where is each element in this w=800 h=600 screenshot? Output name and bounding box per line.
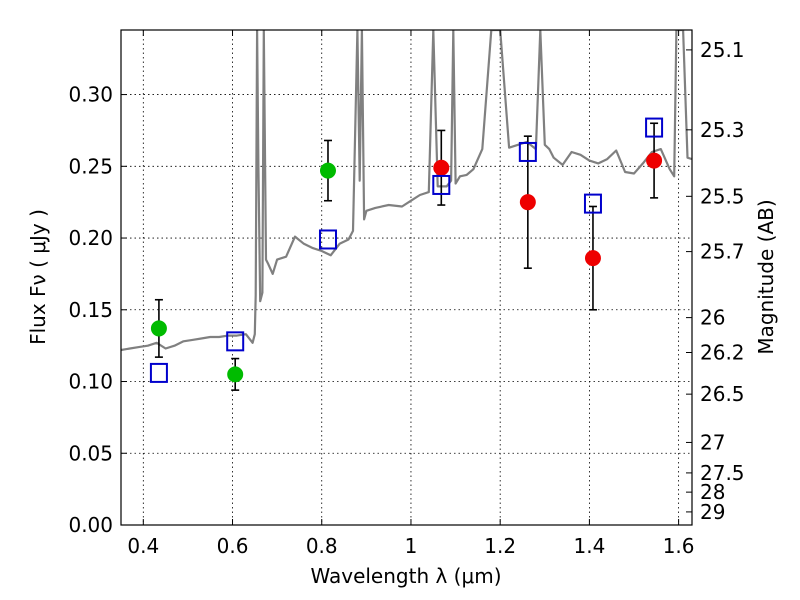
model-square-point xyxy=(518,141,537,162)
grid xyxy=(121,30,692,526)
red-data-point xyxy=(584,250,601,267)
plot-frame xyxy=(120,29,693,526)
axis-ticks: 0.4 0.6 0.8 1 1.2 1.4 1.6 0.00 0.05 0.10 0.15 0.20 0… xyxy=(68,30,745,558)
model-square-point xyxy=(583,193,602,214)
red-data-point xyxy=(646,152,663,169)
magnitude-tick-label: 25.1 xyxy=(700,38,745,62)
y-tick-label: 0.10 xyxy=(68,370,113,394)
magnitude-tick-label: 27 xyxy=(700,430,725,454)
magnitude-tick-label: 28 xyxy=(700,480,725,504)
green-data-point xyxy=(319,162,336,179)
x-axis-label: Wavelength λ (μm) xyxy=(310,564,501,588)
x-tick-label: 1.2 xyxy=(484,534,516,558)
magnitude-axis-label: Magnitude (AB) xyxy=(754,199,778,354)
plot-area xyxy=(121,30,692,525)
red-data-point xyxy=(519,194,536,211)
red-data-point xyxy=(433,159,450,176)
y-tick-label: 0.15 xyxy=(68,298,113,322)
y-tick-label: 0.00 xyxy=(68,513,113,537)
magnitude-tick-label: 26.2 xyxy=(700,341,745,365)
y-axis-label: Flux Fν ( μJy ) xyxy=(26,209,50,345)
x-tick-label: 0.4 xyxy=(127,534,159,558)
y-tick-label: 0.25 xyxy=(68,154,113,178)
x-tick-label: 0.6 xyxy=(217,534,249,558)
green-data-point xyxy=(150,320,167,337)
magnitude-tick-label: 25.3 xyxy=(700,118,745,142)
magnitude-tick-label: 25.5 xyxy=(700,184,745,208)
model-spectrum-line xyxy=(121,30,692,352)
magnitude-tick-label: 26.5 xyxy=(700,382,745,406)
x-tick-label: 0.8 xyxy=(306,534,338,558)
x-tick-label: 1.6 xyxy=(663,534,695,558)
y-tick-label: 0.20 xyxy=(68,226,113,250)
green-data-point xyxy=(227,366,244,383)
magnitude-tick-label: 25.7 xyxy=(700,240,745,264)
model-square-point xyxy=(226,331,245,352)
model-square-point xyxy=(432,174,451,195)
x-tick-label: 1.4 xyxy=(573,534,605,558)
y-tick-label: 0.30 xyxy=(68,83,113,107)
spectrum-layer xyxy=(121,30,692,352)
magnitude-tick-label: 29 xyxy=(700,500,725,524)
x-tick-label: 1 xyxy=(405,534,418,558)
model-square-point xyxy=(149,362,168,383)
data-points-layer xyxy=(149,117,664,391)
y-tick-label: 0.05 xyxy=(68,441,113,465)
magnitude-tick-label: 26 xyxy=(700,306,725,330)
model-square-point xyxy=(318,229,337,250)
magnitude-tick-label: 27.5 xyxy=(700,461,745,485)
model-square-point xyxy=(645,117,664,138)
